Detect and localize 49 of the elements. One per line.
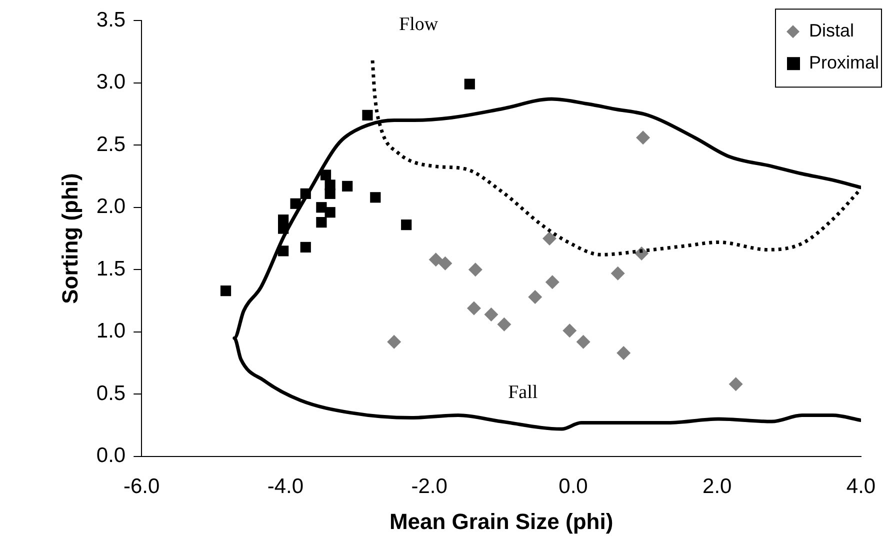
point xyxy=(484,307,498,322)
point xyxy=(300,242,311,253)
x-tick-label: -4.0 xyxy=(267,474,304,498)
point xyxy=(428,252,443,267)
x-tick-label: 4.0 xyxy=(846,474,876,498)
y-tick-label: 0.0 xyxy=(96,444,126,468)
point xyxy=(278,246,289,256)
y-tick-label: 3.5 xyxy=(96,8,126,32)
point xyxy=(320,170,332,180)
point xyxy=(497,317,512,332)
point xyxy=(542,232,556,246)
point xyxy=(616,346,631,360)
point xyxy=(468,262,482,277)
y-tick-label: 2.0 xyxy=(96,195,126,218)
point xyxy=(528,290,542,304)
point xyxy=(387,334,402,349)
point xyxy=(324,207,336,218)
x-tick-label: -6.0 xyxy=(124,474,160,498)
point xyxy=(636,130,650,145)
legend-label: Distal xyxy=(809,20,854,41)
point xyxy=(576,334,590,349)
y-tick-label: 3.0 xyxy=(96,70,126,94)
point xyxy=(324,188,336,199)
point xyxy=(342,180,353,192)
legend-label: Proximal xyxy=(809,52,880,73)
annotation: Fall xyxy=(508,382,538,404)
y-tick-label: 2.5 xyxy=(96,132,126,156)
y-tick-label: 1.0 xyxy=(96,320,126,343)
point xyxy=(545,275,560,290)
y-axis-title: Sorting (phi) xyxy=(57,173,82,304)
point xyxy=(370,192,381,203)
point xyxy=(220,285,232,296)
point xyxy=(438,256,452,270)
point xyxy=(728,377,743,392)
x-tick-label: -2.0 xyxy=(411,474,448,498)
annotation: Flow xyxy=(399,14,438,35)
x-axis-title: Mean Grain Size (phi) xyxy=(389,508,614,534)
point xyxy=(562,324,577,338)
point xyxy=(466,301,481,316)
point xyxy=(464,78,475,90)
point xyxy=(316,217,327,228)
point xyxy=(316,202,327,213)
point xyxy=(362,110,373,121)
point xyxy=(401,220,412,230)
y-tick-label: 1.5 xyxy=(96,257,126,280)
y-tick-label: 0.5 xyxy=(96,382,126,405)
x-tick-label: 2.0 xyxy=(702,474,732,498)
point xyxy=(610,266,625,280)
x-tick-label: 0.0 xyxy=(558,474,588,498)
